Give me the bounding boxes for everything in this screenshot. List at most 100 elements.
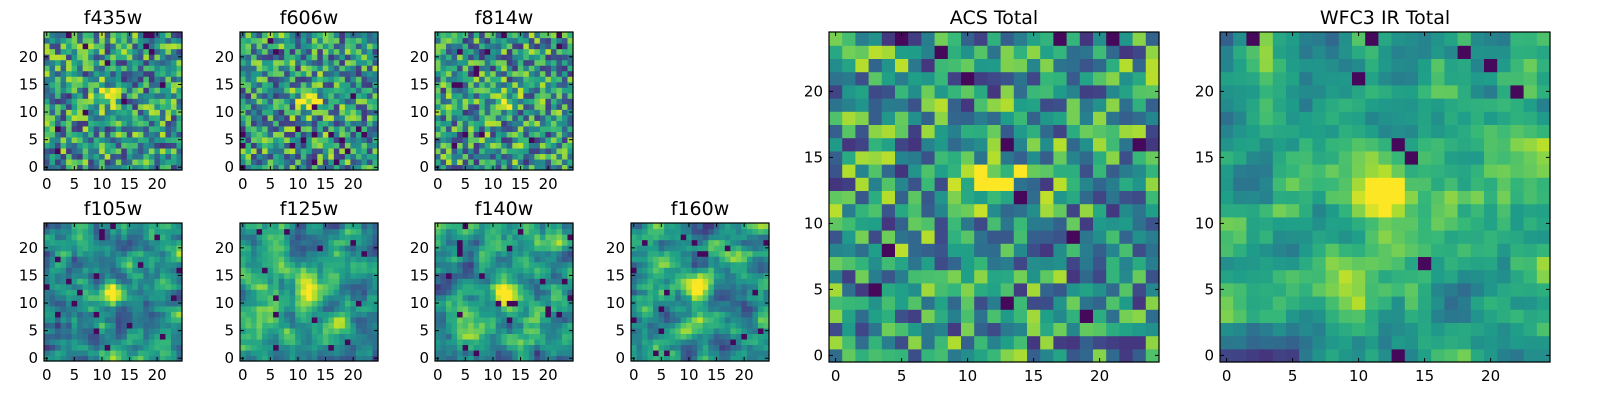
heatmap-cell xyxy=(99,142,106,149)
heatmap-cell xyxy=(895,269,909,284)
heatmap-cell xyxy=(355,125,363,132)
heatmap-cell xyxy=(344,103,351,110)
heatmap-cell xyxy=(344,120,351,127)
heatmap-cell xyxy=(435,65,442,72)
heatmap-cell xyxy=(262,267,269,274)
heatmap-cell xyxy=(256,48,263,55)
heatmap-cell xyxy=(355,349,363,357)
heatmap-cell xyxy=(675,322,682,329)
heatmap-cell xyxy=(506,120,513,127)
heatmap-cell xyxy=(631,278,638,285)
heatmap-cell xyxy=(361,70,368,77)
heatmap-cell xyxy=(82,239,89,246)
heatmap-cell xyxy=(148,54,155,61)
heatmap-cell xyxy=(550,131,558,138)
heatmap-cell xyxy=(479,261,486,268)
heatmap-cell xyxy=(446,311,453,318)
heatmap-cell xyxy=(49,245,56,252)
heatmap-cell xyxy=(1053,190,1068,205)
heatmap-cell xyxy=(490,131,497,138)
heatmap-cell xyxy=(517,54,524,61)
heatmap-cell xyxy=(506,311,513,318)
heatmap-cell xyxy=(71,333,78,340)
heatmap-cell xyxy=(159,338,167,346)
heatmap-cell xyxy=(473,76,480,83)
heatmap-cell xyxy=(245,65,252,72)
heatmap-cell xyxy=(361,250,368,257)
heatmap-cell xyxy=(267,103,274,110)
heatmap-cell xyxy=(842,335,856,350)
heatmap-cell xyxy=(82,153,89,160)
heatmap-cell xyxy=(545,305,552,312)
heatmap-cell xyxy=(501,223,508,230)
heatmap-cell xyxy=(262,349,269,357)
heatmap-cell xyxy=(148,245,155,252)
heatmap-cell xyxy=(137,338,144,346)
heatmap-cell xyxy=(278,250,285,257)
heatmap-cell xyxy=(49,114,56,121)
heatmap-cell xyxy=(339,327,346,334)
heatmap-cell xyxy=(697,256,704,263)
heatmap-cell xyxy=(647,245,654,252)
heatmap-cell xyxy=(44,278,51,285)
heatmap-cell xyxy=(273,261,280,268)
heatmap-cell xyxy=(435,305,442,312)
heatmap-cell xyxy=(284,120,291,127)
heatmap-cell xyxy=(361,239,368,246)
heatmap-cell xyxy=(170,322,178,329)
heatmap-cell xyxy=(895,230,909,244)
heatmap-cell xyxy=(484,327,491,334)
heatmap-cell xyxy=(528,65,535,72)
heatmap-cell xyxy=(653,250,660,257)
heatmap-cell xyxy=(523,300,530,307)
heatmap-cell xyxy=(561,70,569,77)
heatmap-cell xyxy=(143,278,150,285)
heatmap-cell xyxy=(344,267,351,274)
heatmap-cell xyxy=(528,245,535,252)
heatmap-cell xyxy=(741,261,748,268)
heatmap-cell xyxy=(855,177,870,191)
heatmap-cell xyxy=(143,43,150,50)
heatmap-cell xyxy=(735,250,742,257)
heatmap-cell xyxy=(658,333,665,340)
heatmap-cell xyxy=(289,338,296,346)
heatmap-cell xyxy=(829,150,843,165)
heatmap-cell xyxy=(176,316,183,323)
x-tick-label: 5 xyxy=(461,366,471,384)
heatmap-cell xyxy=(517,147,524,155)
heatmap-cell xyxy=(322,109,329,116)
heatmap-cell xyxy=(300,239,307,246)
heatmap-cell xyxy=(176,289,183,296)
heatmap-cell xyxy=(49,59,56,66)
heatmap-cell xyxy=(154,234,161,241)
heatmap-cell xyxy=(473,305,480,312)
heatmap-cell xyxy=(44,98,51,105)
heatmap-cell xyxy=(126,344,133,351)
heatmap-cell xyxy=(724,300,731,307)
heatmap-cell xyxy=(49,147,56,155)
heatmap-cell xyxy=(66,355,73,362)
heatmap-cell xyxy=(170,87,178,94)
heatmap-cell xyxy=(132,344,139,351)
heatmap-cell xyxy=(757,333,765,340)
heatmap-cell xyxy=(713,333,720,340)
heatmap-cell xyxy=(642,228,649,235)
heatmap-cell xyxy=(691,272,698,279)
heatmap-cell xyxy=(251,289,258,296)
heatmap-cell xyxy=(262,136,269,143)
heatmap-cell xyxy=(311,142,318,149)
heatmap-cell xyxy=(506,327,513,334)
heatmap-cell xyxy=(176,142,183,149)
heatmap-cell xyxy=(148,322,155,329)
heatmap-cell xyxy=(328,338,335,346)
heatmap-cell xyxy=(55,327,62,334)
heatmap-cell xyxy=(289,125,296,132)
heatmap-cell xyxy=(137,32,144,39)
heatmap-cell xyxy=(104,333,111,340)
heatmap-cell xyxy=(763,278,770,285)
heatmap-cell xyxy=(295,158,302,166)
heatmap-cell xyxy=(137,103,144,110)
heatmap-cell xyxy=(284,136,291,143)
heatmap-cell xyxy=(88,305,95,312)
heatmap-cell xyxy=(66,65,73,72)
